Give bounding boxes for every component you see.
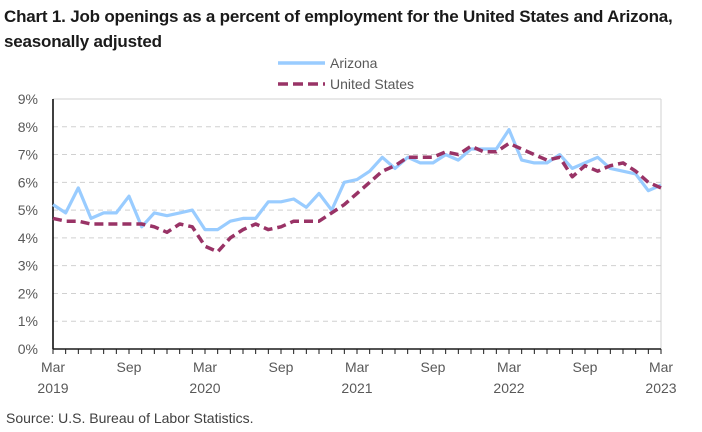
y-tick-label: 4% — [18, 230, 38, 246]
y-tick-label: 0% — [18, 341, 38, 357]
x-tick-label-month: Mar — [497, 359, 521, 375]
x-tick-label-month: Sep — [421, 359, 446, 375]
x-tick-label-year: 2022 — [493, 380, 524, 396]
x-tick-label-month: Sep — [117, 359, 142, 375]
legend-label: United States — [330, 76, 414, 92]
x-tick-label-year: 2020 — [189, 380, 220, 396]
x-tick-label-month: Sep — [269, 359, 294, 375]
y-tick-label: 8% — [18, 119, 38, 135]
x-tick-label-year: 2023 — [645, 380, 676, 396]
x-tick-label-month: Mar — [649, 359, 673, 375]
x-tick-label-year: 2019 — [37, 380, 68, 396]
series-lines — [52, 128, 662, 254]
x-axis: Mar 2019 Sep Mar 2020 Sep Mar 2021 Sep Mar 2022 Sep… — [37, 348, 677, 396]
x-tick-label-month: Sep — [573, 359, 598, 375]
y-tick-label: 5% — [18, 202, 38, 218]
y-axis: 0% 1% 2% 3% 4% 5% 6% 7% 8% 9% — [18, 91, 54, 357]
legend: Arizona United States — [278, 55, 414, 92]
legend-label: Arizona — [330, 55, 378, 71]
x-tick-label-month: Mar — [345, 359, 369, 375]
source-note: Source: U.S. Bureau of Labor Statistics. — [6, 410, 254, 426]
x-tick-label-month: Mar — [193, 359, 217, 375]
x-tick-label-year: 2021 — [341, 380, 372, 396]
chart-title: Chart 1. Job openings as a percent of em… — [4, 7, 673, 51]
y-tick-label: 9% — [18, 91, 38, 107]
y-tick-label: 2% — [18, 285, 38, 301]
series-line-united-states — [52, 141, 662, 254]
y-tick-label: 3% — [18, 258, 38, 274]
y-tick-label: 6% — [18, 174, 38, 190]
y-tick-label: 7% — [18, 147, 38, 163]
x-tick-label-month: Mar — [41, 359, 65, 375]
series-line-arizona — [52, 128, 662, 232]
y-tick-label: 1% — [18, 313, 38, 329]
